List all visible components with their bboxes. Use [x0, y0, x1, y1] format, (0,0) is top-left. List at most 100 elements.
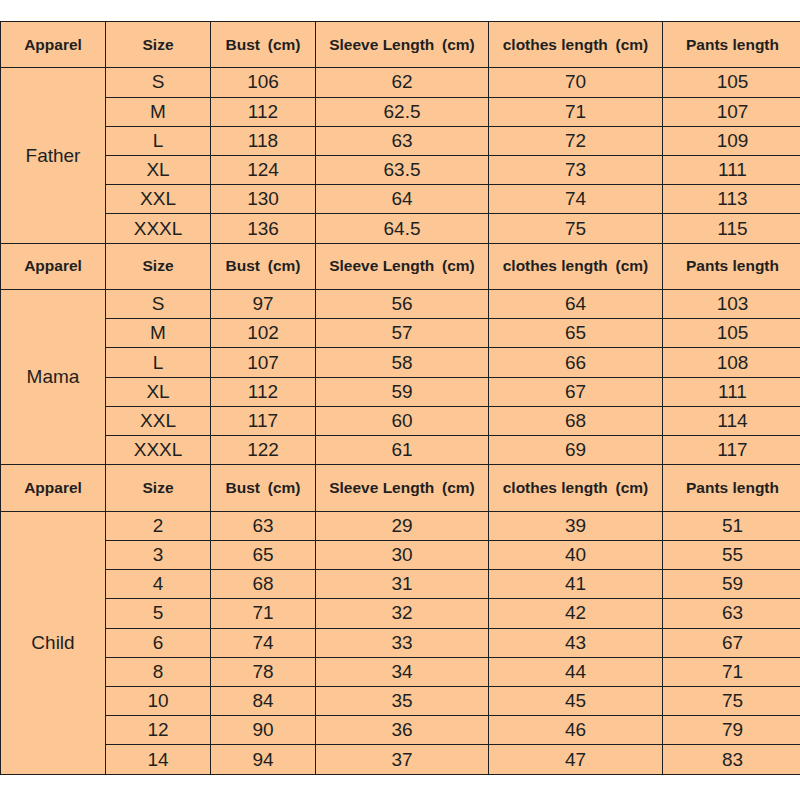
header-row: ApparelSizeBust (cm)Sleeve Length (cm)cl…	[1, 22, 800, 68]
size-cell: 5	[106, 599, 211, 628]
pants-length-cell: 79	[663, 716, 800, 745]
bust-cell: 102	[211, 319, 316, 348]
data-row: XL12463.573111	[1, 156, 800, 185]
sleeve-length-cell: 33	[316, 628, 489, 657]
bust-cell: 74	[211, 628, 316, 657]
column-header: Bust (cm)	[211, 243, 316, 289]
sleeve-length-cell: 35	[316, 687, 489, 716]
clothes-length-cell: 66	[489, 348, 663, 377]
data-row: 878344471	[1, 657, 800, 686]
size-cell: L	[106, 348, 211, 377]
pants-length-cell: 111	[663, 156, 800, 185]
bust-cell: 130	[211, 185, 316, 214]
size-cell: M	[106, 319, 211, 348]
data-row: 365304055	[1, 540, 800, 569]
bust-cell: 63	[211, 511, 316, 540]
size-cell: XXXL	[106, 214, 211, 243]
pants-length-cell: 114	[663, 406, 800, 435]
size-cell: L	[106, 126, 211, 155]
sleeve-length-cell: 61	[316, 436, 489, 465]
sleeve-length-cell: 56	[316, 290, 489, 319]
clothes-length-cell: 72	[489, 126, 663, 155]
clothes-length-cell: 71	[489, 97, 663, 126]
sleeve-length-cell: 37	[316, 745, 489, 775]
data-row: 1290364679	[1, 716, 800, 745]
pants-length-cell: 108	[663, 348, 800, 377]
clothes-length-cell: 74	[489, 185, 663, 214]
bust-cell: 118	[211, 126, 316, 155]
column-header: Size	[106, 22, 211, 68]
bust-cell: 97	[211, 290, 316, 319]
column-header: clothes length (cm)	[489, 243, 663, 289]
column-header: Size	[106, 465, 211, 511]
apparel-group-label: Father	[1, 68, 106, 243]
pants-length-cell: 71	[663, 657, 800, 686]
data-row: 674334367	[1, 628, 800, 657]
bust-cell: 84	[211, 687, 316, 716]
header-row: ApparelSizeBust (cm)Sleeve Length (cm)cl…	[1, 465, 800, 511]
clothes-length-cell: 70	[489, 68, 663, 97]
sleeve-length-cell: 60	[316, 406, 489, 435]
column-header: Pants length	[663, 243, 800, 289]
clothes-length-cell: 39	[489, 511, 663, 540]
pants-length-cell: 67	[663, 628, 800, 657]
bust-cell: 106	[211, 68, 316, 97]
bust-cell: 112	[211, 97, 316, 126]
pants-length-cell: 107	[663, 97, 800, 126]
data-row: 468314159	[1, 570, 800, 599]
sleeve-length-cell: 64	[316, 185, 489, 214]
pants-length-cell: 117	[663, 436, 800, 465]
sleeve-length-cell: 30	[316, 540, 489, 569]
column-header: Sleeve Length (cm)	[316, 243, 489, 289]
data-row: XXL1306474113	[1, 185, 800, 214]
pants-length-cell: 115	[663, 214, 800, 243]
pants-length-cell: 109	[663, 126, 800, 155]
bust-cell: 68	[211, 570, 316, 599]
size-cell: S	[106, 290, 211, 319]
size-cell: S	[106, 68, 211, 97]
clothes-length-cell: 73	[489, 156, 663, 185]
size-cell: 10	[106, 687, 211, 716]
clothes-length-cell: 43	[489, 628, 663, 657]
size-cell: 3	[106, 540, 211, 569]
data-row: 1084354575	[1, 687, 800, 716]
data-row: XXXL13664.575115	[1, 214, 800, 243]
apparel-group-label: Mama	[1, 290, 106, 465]
size-chart-body: ApparelSizeBust (cm)Sleeve Length (cm)cl…	[1, 22, 800, 775]
column-header: Apparel	[1, 465, 106, 511]
bust-cell: 117	[211, 406, 316, 435]
sleeve-length-cell: 29	[316, 511, 489, 540]
clothes-length-cell: 47	[489, 745, 663, 775]
column-header: Bust (cm)	[211, 465, 316, 511]
bust-cell: 112	[211, 377, 316, 406]
size-cell: XL	[106, 377, 211, 406]
bust-cell: 124	[211, 156, 316, 185]
clothes-length-cell: 65	[489, 319, 663, 348]
size-cell: 14	[106, 745, 211, 775]
pants-length-cell: 83	[663, 745, 800, 775]
sleeve-length-cell: 57	[316, 319, 489, 348]
clothes-length-cell: 46	[489, 716, 663, 745]
size-cell: 6	[106, 628, 211, 657]
column-header: Size	[106, 243, 211, 289]
bust-cell: 136	[211, 214, 316, 243]
bust-cell: 65	[211, 540, 316, 569]
pants-length-cell: 105	[663, 68, 800, 97]
column-header: Apparel	[1, 243, 106, 289]
apparel-group-label: Child	[1, 511, 106, 774]
clothes-length-cell: 68	[489, 406, 663, 435]
clothes-length-cell: 69	[489, 436, 663, 465]
sleeve-length-cell: 36	[316, 716, 489, 745]
column-header: Pants length	[663, 22, 800, 68]
column-header: Apparel	[1, 22, 106, 68]
sleeve-length-cell: 62.5	[316, 97, 489, 126]
data-row: 1494374783	[1, 745, 800, 775]
data-row: XXL1176068114	[1, 406, 800, 435]
column-header: clothes length (cm)	[489, 465, 663, 511]
pants-length-cell: 113	[663, 185, 800, 214]
clothes-length-cell: 40	[489, 540, 663, 569]
clothes-length-cell: 42	[489, 599, 663, 628]
clothes-length-cell: 41	[489, 570, 663, 599]
bust-cell: 107	[211, 348, 316, 377]
size-cell: 2	[106, 511, 211, 540]
